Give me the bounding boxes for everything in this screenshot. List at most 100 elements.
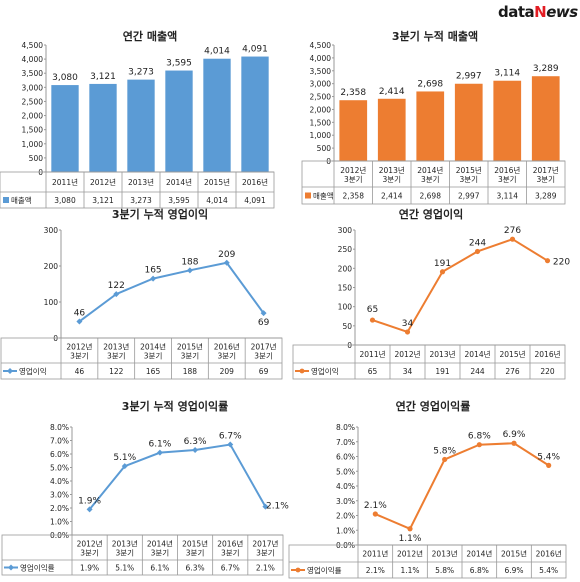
x-tick-label: 2017년 (251, 342, 277, 352)
bar (493, 80, 522, 161)
y-tick-label: 4,500 (22, 41, 44, 50)
table-value: 6.8% (470, 566, 489, 575)
legend-label: 영업이익 (19, 366, 47, 376)
table-value: 5.8% (435, 566, 454, 575)
table-value: 3,114 (497, 192, 519, 201)
data-label: 244 (469, 238, 486, 248)
data-label: 6.1% (148, 440, 171, 450)
x-tick-label: 3분기 (144, 352, 163, 361)
point-marker (192, 446, 199, 453)
x-tick-label: 2014년 (465, 349, 491, 359)
x-tick-label: 2014년 (166, 177, 192, 187)
y-tick-label: 2,500 (310, 93, 332, 102)
x-tick-label: 2012년 (66, 342, 92, 352)
x-tick-label: 2011년 (362, 549, 388, 559)
legend-label: 매출액 (313, 191, 334, 201)
x-tick-label: 3분기 (181, 352, 200, 361)
y-tick-label: 4,000 (310, 54, 332, 63)
x-tick-label: 2014년 (140, 342, 166, 352)
y-tick-label: 6.0% (50, 450, 69, 459)
bar (165, 70, 193, 172)
x-tick-label: 2015년 (456, 165, 482, 175)
table-value: 2,414 (381, 192, 403, 201)
x-tick-label: 2013년 (128, 177, 154, 187)
data-label: 1.9% (78, 496, 101, 506)
y-tick-label: 100 (44, 298, 59, 307)
chart-title: 연간 매출액 (123, 29, 177, 43)
data-label: 209 (218, 250, 235, 260)
chart-5: 3분기 누적 영업이익률 0.0% 1.0% 2.0% 3.0% 4.0% 5.0% 6.0%… (1, 399, 289, 576)
table-value: 4,091 (244, 196, 266, 205)
point-marker (150, 275, 157, 282)
bar (339, 100, 368, 161)
y-tick-label: 0.0% (336, 541, 355, 550)
y-tick-label: 3.0% (336, 497, 355, 506)
data-label: 34 (402, 319, 414, 329)
y-tick-label: 2.0% (50, 504, 69, 513)
data-label: 191 (434, 259, 451, 269)
y-tick-label: 0 (53, 334, 58, 343)
x-tick-label: 2015년 (500, 349, 526, 359)
legend-label: 영업이익률 (20, 563, 55, 573)
series-line (78, 261, 265, 323)
data-label: 2,698 (417, 79, 443, 89)
table-value: 69 (259, 367, 269, 376)
point-marker (546, 462, 552, 468)
series-line (372, 238, 549, 334)
point-marker (369, 317, 376, 323)
data-label: 3,080 (52, 73, 78, 83)
data-label: 3,114 (494, 69, 520, 79)
x-tick-label: 2012년 (77, 539, 103, 549)
point-marker (223, 259, 230, 266)
x-tick-label: 3분기 (107, 352, 126, 361)
data-label: 2,414 (379, 87, 405, 97)
data-label: 5.8% (433, 446, 456, 456)
y-tick-label: 4,500 (310, 41, 332, 50)
data-label: 46 (74, 308, 86, 318)
x-tick-label: 3분기 (344, 175, 363, 184)
data-label: 3,595 (166, 59, 192, 69)
table-value: 1.1% (400, 566, 419, 575)
table-value: 5.4% (539, 566, 558, 575)
x-tick-label: 2016년 (535, 349, 561, 359)
y-tick-label: 1,500 (22, 126, 44, 135)
x-tick-label: 2012년 (395, 349, 421, 359)
x-tick-label: 2015년 (501, 549, 527, 559)
chart-title: 3분기 누적 매출액 (392, 29, 478, 43)
data-label: 6.8% (468, 432, 491, 442)
x-tick-label: 3분기 (186, 549, 205, 558)
table-value: 2,698 (420, 192, 442, 201)
x-tick-label: 2016년 (217, 539, 243, 549)
point-marker (227, 441, 234, 448)
data-label: 188 (181, 257, 198, 267)
point-marker (511, 440, 517, 446)
x-tick-label: 2013년 (430, 349, 456, 359)
x-tick-label: 2016년 (536, 549, 562, 559)
legend-label: 영업이익률 (307, 565, 342, 575)
chart-title: 3분기 누적 영업이익률 (122, 399, 228, 413)
x-tick-label: 3분기 (256, 549, 275, 558)
data-label: 220 (553, 258, 570, 268)
point-marker (76, 318, 83, 325)
x-tick-label: 2015년 (177, 342, 203, 352)
series-line (374, 442, 550, 531)
y-tick-label: 3,500 (310, 67, 332, 76)
y-tick-label: 2.0% (336, 512, 355, 521)
point-marker (509, 236, 516, 242)
logo-part-ews: ews (546, 3, 578, 21)
chart-1: 연간 매출액 0 500 1,000 1,500 2,000 2,500 3,000 3,500… (0, 29, 275, 209)
y-tick-label: 250 (338, 245, 353, 254)
table-value: 3,080 (54, 196, 76, 205)
data-label: 6.9% (503, 430, 526, 440)
table-value: 2.1% (366, 566, 385, 575)
data-label: 2,358 (340, 88, 366, 98)
logo-part-n: N (534, 3, 547, 21)
x-tick-label: 2016년 (214, 342, 240, 352)
table-value: 2.1% (256, 564, 275, 573)
data-label: 276 (504, 226, 521, 236)
data-label: 165 (144, 266, 161, 276)
point-marker (156, 449, 163, 456)
table-value: 6.9% (504, 566, 523, 575)
x-tick-label: 3분기 (498, 175, 517, 184)
x-tick-label: 2012년 (340, 165, 366, 175)
